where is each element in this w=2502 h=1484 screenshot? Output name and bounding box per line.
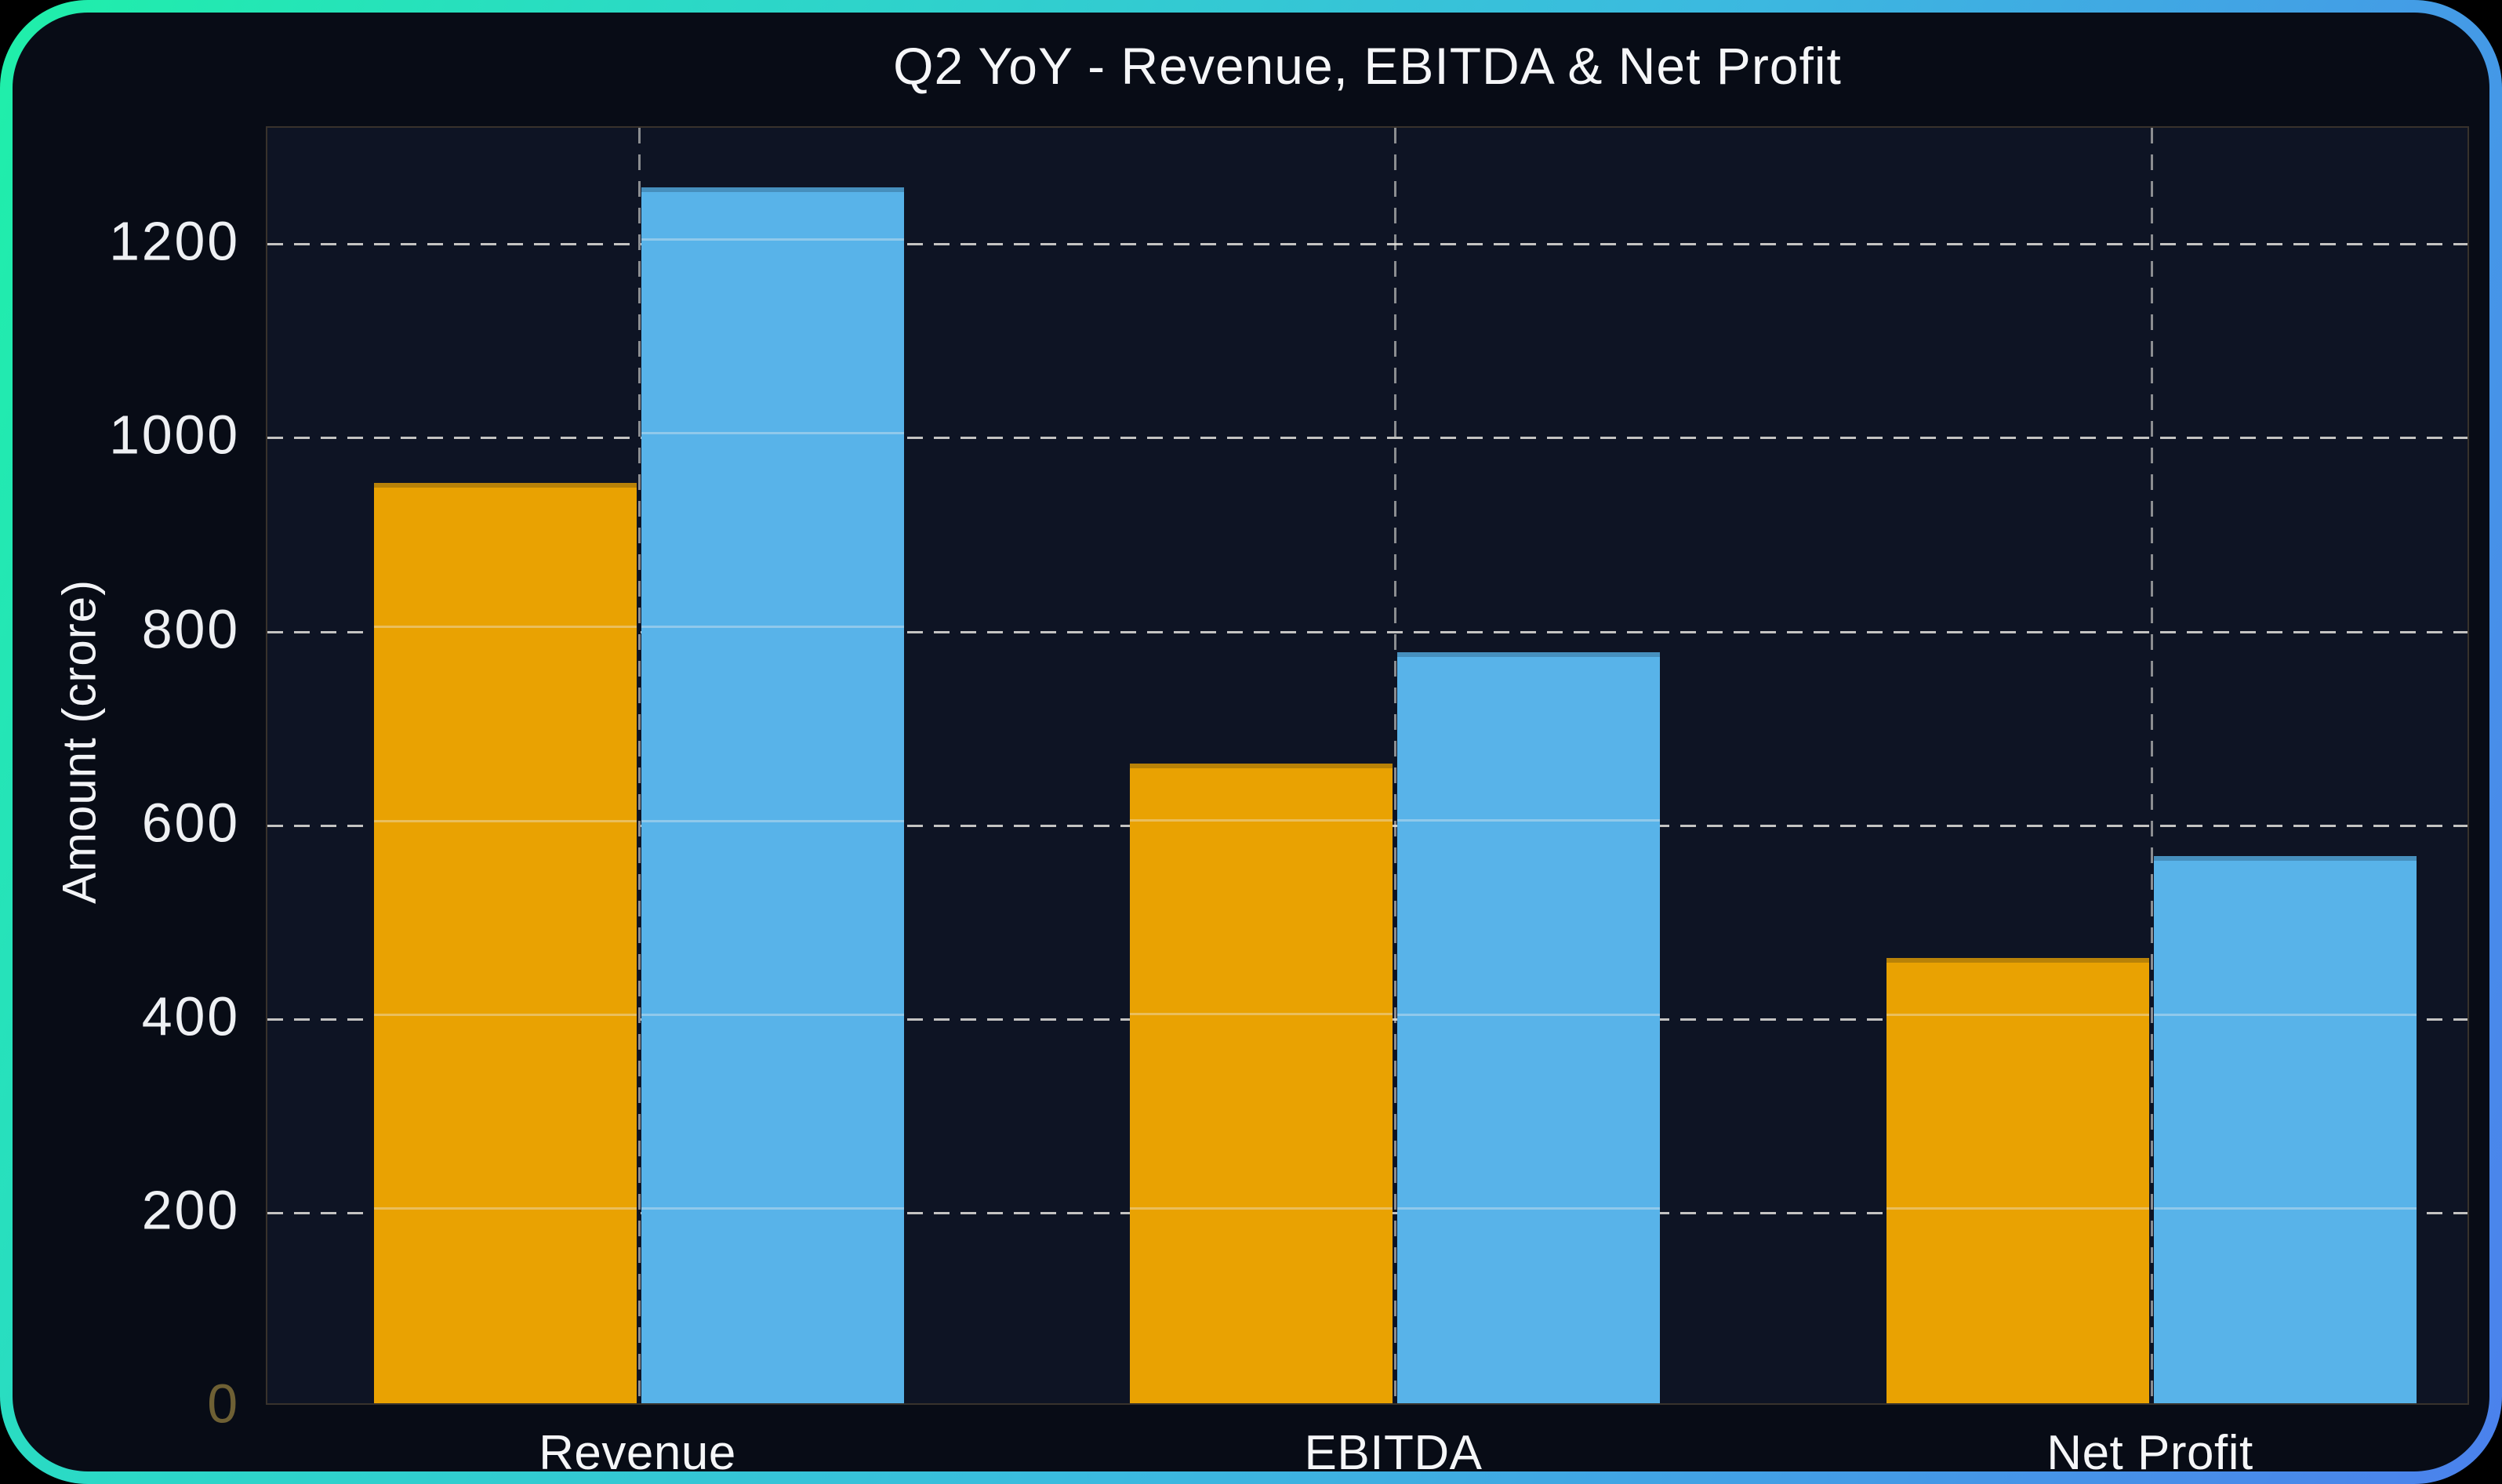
gridline-over-bar: [1130, 1206, 1393, 1210]
gridline-over-bar: [641, 819, 904, 822]
horizontal-gridline: [267, 243, 2468, 245]
horizontal-gridline: [267, 631, 2468, 633]
gridline-over-bar: [1397, 819, 1660, 822]
gridline-over-bar: [1397, 1206, 1660, 1210]
y-tick-label: 200: [141, 1179, 240, 1241]
bar-revenue-2: [641, 187, 904, 1403]
vertical-gridline: [2151, 128, 2153, 1403]
x-axis-category-labels: Revenue EBITDA Net Profit: [266, 1405, 2469, 1471]
bar-net-profit-2: [2154, 856, 2417, 1403]
gridline-over-bar: [374, 819, 637, 822]
bar-ebitda-1: [1130, 764, 1393, 1403]
gridline-over-bar: [1886, 1014, 2149, 1017]
gridline-over-bar: [2154, 1013, 2417, 1016]
gridline-over-bar: [1130, 819, 1393, 822]
plot-area: [266, 126, 2469, 1405]
gridline-over-bar: [1397, 1013, 1660, 1016]
y-tick-label: 1000: [109, 404, 240, 466]
gridline-over-bar: [641, 1013, 904, 1016]
x-tick-label-net-profit: Net Profit: [2046, 1426, 2253, 1471]
x-tick-label-revenue: Revenue: [539, 1426, 736, 1471]
gridline-over-bar: [641, 432, 904, 435]
bar-revenue-1: [374, 483, 637, 1403]
vertical-gridline: [638, 128, 641, 1403]
gridline-over-bar: [374, 1013, 637, 1016]
gridline-over-bar: [374, 626, 637, 629]
y-axis-tick-labels: 0 200 400 600 800 1000 1200: [13, 126, 240, 1431]
y-tick-label: 0: [207, 1373, 240, 1435]
gridline-over-bar: [2154, 1206, 2417, 1210]
gridline-over-bar: [641, 626, 904, 629]
chart-title: Q2 YoY - Revenue, EBITDA & Net Profit: [893, 37, 1842, 95]
gridline-over-bar: [1886, 1207, 2149, 1210]
y-tick-label: 1200: [109, 210, 240, 272]
y-tick-label: 800: [141, 598, 240, 660]
bar-ebitda-2: [1397, 652, 1660, 1403]
vertical-gridline: [1394, 128, 1396, 1403]
gridline-over-bar: [1130, 1013, 1393, 1016]
horizontal-gridline: [267, 437, 2468, 439]
x-tick-label-ebitda: EBITDA: [1304, 1426, 1483, 1471]
y-tick-label: 600: [141, 792, 240, 854]
gridline-over-bar: [641, 1206, 904, 1210]
gridline-over-bar: [374, 1206, 637, 1210]
y-tick-label: 400: [141, 985, 240, 1047]
bar-net-profit-1: [1886, 958, 2149, 1403]
chart-card: Q2 YoY - Revenue, EBITDA & Net Profit Am…: [13, 13, 2489, 1471]
gridline-over-bar: [641, 238, 904, 241]
